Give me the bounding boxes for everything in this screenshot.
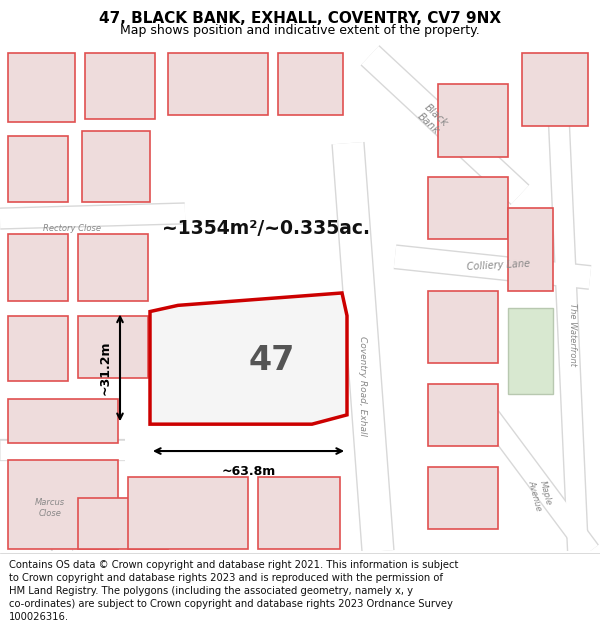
Text: Rectory Close: Rectory Close [43, 224, 101, 233]
Text: ~63.8m: ~63.8m [221, 466, 275, 479]
Text: Maple
Avenue: Maple Avenue [527, 477, 553, 512]
Polygon shape [8, 316, 68, 381]
Polygon shape [8, 461, 118, 549]
Polygon shape [85, 53, 155, 119]
Text: 47, BLACK BANK, EXHALL, COVENTRY, CV7 9NX: 47, BLACK BANK, EXHALL, COVENTRY, CV7 9N… [99, 11, 501, 26]
Polygon shape [438, 84, 508, 157]
Polygon shape [8, 399, 118, 442]
Polygon shape [428, 384, 498, 446]
Polygon shape [8, 136, 68, 202]
Text: Colliery Lane: Colliery Lane [466, 258, 530, 272]
Text: co-ordinates) are subject to Crown copyright and database rights 2023 Ordnance S: co-ordinates) are subject to Crown copyr… [9, 599, 453, 609]
Text: Map shows position and indicative extent of the property.: Map shows position and indicative extent… [120, 24, 480, 37]
Text: Black
Bank: Black Bank [415, 102, 449, 137]
Polygon shape [428, 177, 508, 239]
Text: ~31.2m: ~31.2m [99, 341, 112, 395]
Polygon shape [8, 234, 68, 301]
Polygon shape [428, 291, 498, 363]
Polygon shape [78, 316, 148, 378]
Text: 47: 47 [249, 344, 295, 377]
Text: Coventry Road, Exhall: Coventry Road, Exhall [359, 336, 367, 436]
Polygon shape [258, 477, 340, 549]
Polygon shape [278, 53, 343, 115]
Polygon shape [8, 53, 75, 122]
Text: Marcus
Close: Marcus Close [35, 498, 65, 518]
Polygon shape [78, 234, 148, 301]
Polygon shape [168, 53, 268, 115]
Polygon shape [128, 477, 248, 549]
Text: to Crown copyright and database rights 2023 and is reproduced with the permissio: to Crown copyright and database rights 2… [9, 573, 443, 583]
Text: HM Land Registry. The polygons (including the associated geometry, namely x, y: HM Land Registry. The polygons (includin… [9, 586, 413, 596]
Text: The Waterfront: The Waterfront [568, 302, 577, 366]
Text: ~1354m²/~0.335ac.: ~1354m²/~0.335ac. [162, 219, 370, 238]
Polygon shape [508, 309, 553, 394]
Polygon shape [522, 53, 588, 126]
Polygon shape [78, 498, 168, 549]
Text: 100026316.: 100026316. [9, 612, 69, 622]
Polygon shape [82, 131, 150, 202]
Polygon shape [508, 208, 553, 291]
Polygon shape [150, 293, 347, 424]
Text: Contains OS data © Crown copyright and database right 2021. This information is : Contains OS data © Crown copyright and d… [9, 560, 458, 570]
Polygon shape [428, 466, 498, 529]
